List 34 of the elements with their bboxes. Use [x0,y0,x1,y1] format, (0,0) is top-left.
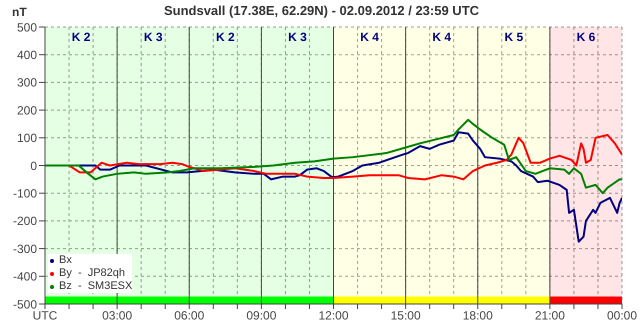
line-series [45,118,622,194]
y-tick-label: -200 [12,214,38,228]
y-tick-label: -500 [12,297,38,312]
y-tick-label: 100 [16,131,38,146]
annotation: K 6 [576,30,596,44]
y-tick-label: -300 [12,242,38,256]
y-tick-label: 200 [16,103,38,118]
annotation: K 2 [70,30,92,44]
annotation: K 5 [503,30,524,44]
legend-label: Bz - SM3ESX [59,280,132,293]
x-tick-label: 21:00 [534,308,566,323]
annotation: K 4 [359,30,380,44]
y-axis-title: nT [12,5,27,19]
y-tick-label: 300 [16,76,38,90]
annotation: K 3 [287,30,308,44]
y-tick-label: 500 [16,20,38,34]
x-tick-label: 06:00 [174,308,205,323]
y-tick-label: 400 [16,48,38,62]
y-tick-label: -100 [12,186,38,200]
chart-title: Sundsvall (17.38E, 62.29N) - 02.09.2012 / 23:59 UTC [164,3,480,18]
x-tick-label: 03:00 [102,308,132,323]
annotation: K 4 [431,30,452,44]
x-tick-label: UTC [32,308,58,323]
annotation: K 3 [142,30,164,44]
x-tick-label: 00:00 [606,308,638,323]
x-tick-label: 18:00 [462,308,494,323]
legend-label: By - JP82qh [59,267,126,280]
y-tick-label: 0 [30,158,38,173]
x-tick-label: 12:00 [318,308,349,323]
annotation: K 2 [214,30,236,44]
y-tick-label: -400 [12,270,38,284]
legend-label: Bx [59,254,72,267]
x-tick-label: 15:00 [390,308,421,323]
x-tick-label: 09:00 [246,308,277,323]
